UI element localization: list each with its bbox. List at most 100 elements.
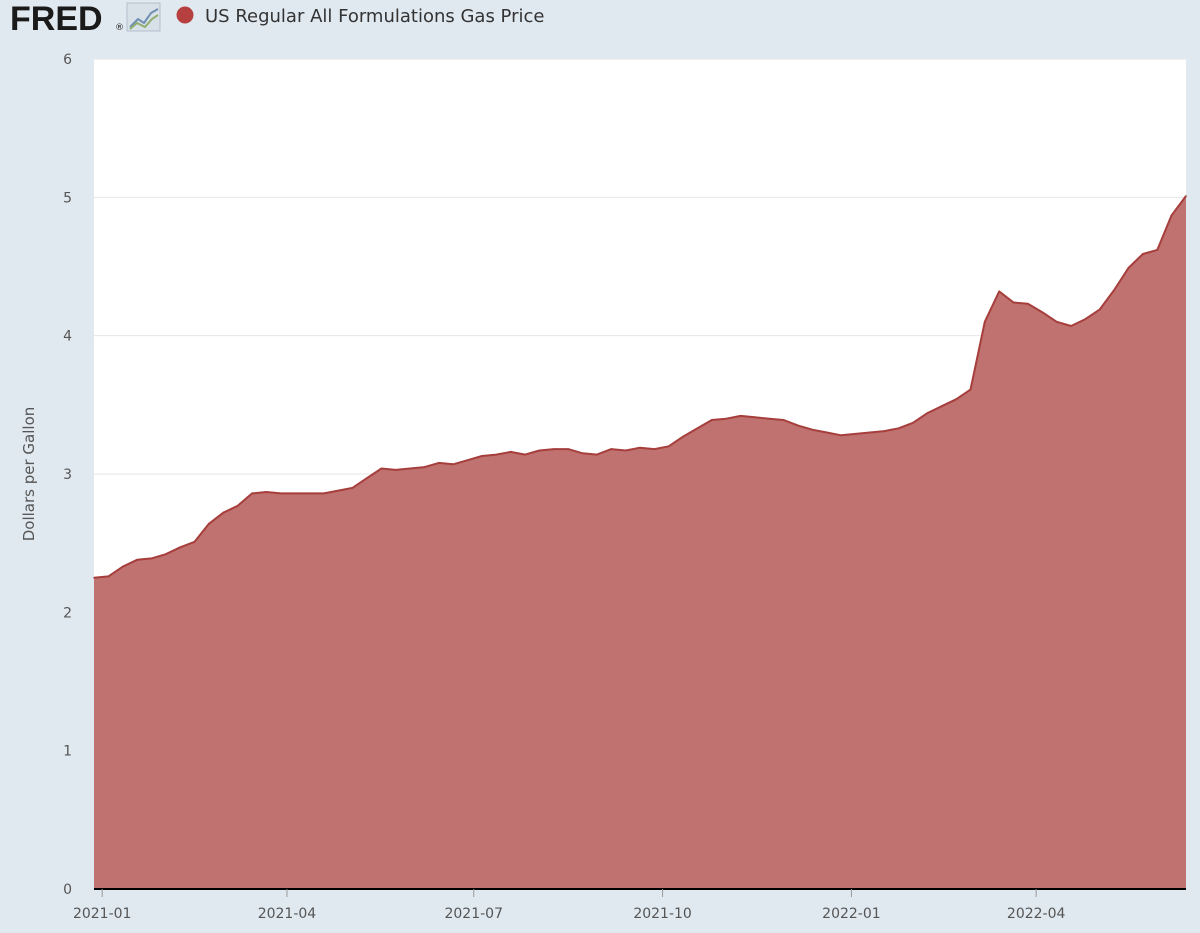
data-point bbox=[826, 431, 828, 434]
data-point bbox=[394, 469, 397, 471]
data-point bbox=[193, 541, 196, 543]
data-point bbox=[1070, 325, 1072, 327]
fred-logo[interactable]: FRED ® bbox=[10, 0, 161, 38]
axes bbox=[94, 888, 1186, 897]
data-point bbox=[667, 445, 670, 448]
data-point bbox=[538, 449, 541, 452]
data-point bbox=[840, 434, 842, 437]
data-point bbox=[466, 459, 469, 462]
data-point bbox=[1156, 249, 1159, 251]
data-point bbox=[1055, 321, 1058, 323]
x-tick-label: 2021-07 bbox=[444, 906, 503, 922]
data-point bbox=[337, 489, 340, 492]
data-point bbox=[236, 505, 239, 507]
data-point bbox=[912, 422, 914, 424]
data-point bbox=[265, 491, 268, 493]
data-point bbox=[883, 430, 886, 432]
data-point bbox=[768, 417, 771, 420]
y-axis-label: Dollars per Gallon bbox=[20, 407, 38, 542]
data-point bbox=[509, 451, 512, 453]
data-point bbox=[754, 416, 756, 419]
data-point bbox=[208, 523, 210, 525]
series-area bbox=[93, 195, 1187, 889]
data-point bbox=[869, 431, 871, 434]
y-tick-label: 0 bbox=[63, 882, 72, 898]
data-point bbox=[366, 477, 368, 479]
data-point bbox=[495, 453, 498, 456]
data-point bbox=[1027, 303, 1029, 305]
data-point bbox=[782, 419, 785, 421]
data-point bbox=[150, 557, 153, 560]
data-point bbox=[998, 290, 1000, 293]
data-point bbox=[351, 487, 354, 489]
data-point bbox=[380, 467, 383, 470]
data-point bbox=[165, 553, 167, 555]
data-point bbox=[524, 453, 526, 456]
data-point bbox=[251, 492, 253, 495]
fred-logo-text: FRED bbox=[10, 0, 103, 38]
data-point bbox=[280, 492, 282, 495]
data-point bbox=[596, 453, 598, 456]
data-point bbox=[624, 449, 627, 452]
series-fill bbox=[94, 196, 1186, 889]
registered-mark: ® bbox=[115, 23, 124, 33]
y-tick-label: 1 bbox=[63, 744, 72, 760]
data-point bbox=[1127, 267, 1130, 269]
data-point bbox=[567, 448, 569, 450]
data-point bbox=[955, 398, 957, 401]
data-point bbox=[1113, 289, 1115, 291]
data-point bbox=[452, 463, 455, 466]
data-point bbox=[1084, 318, 1087, 320]
data-point bbox=[438, 462, 440, 464]
y-tick-label: 4 bbox=[63, 329, 72, 345]
data-point bbox=[1099, 308, 1101, 311]
legend-marker bbox=[176, 6, 194, 24]
data-point bbox=[940, 405, 943, 408]
x-tick-label: 2022-04 bbox=[1007, 906, 1066, 922]
data-point bbox=[696, 427, 699, 430]
data-point bbox=[639, 446, 641, 449]
data-point bbox=[107, 575, 110, 578]
data-point bbox=[294, 492, 297, 495]
data-point bbox=[897, 427, 900, 430]
x-tick-label: 2022-01 bbox=[822, 906, 881, 922]
data-point bbox=[121, 565, 124, 568]
data-point bbox=[323, 492, 325, 495]
legend[interactable]: US Regular All Formulations Gas Price bbox=[176, 6, 545, 27]
data-point bbox=[811, 428, 814, 431]
data-point bbox=[1170, 214, 1173, 217]
data-point bbox=[682, 435, 684, 438]
data-point bbox=[481, 455, 483, 457]
x-tick-label: 2021-10 bbox=[633, 906, 692, 922]
data-point bbox=[222, 511, 225, 514]
legend-label: US Regular All Formulations Gas Price bbox=[205, 6, 544, 27]
data-point bbox=[423, 466, 426, 468]
data-point bbox=[984, 321, 986, 323]
data-point bbox=[1012, 301, 1015, 304]
data-point bbox=[797, 424, 799, 427]
data-point bbox=[1041, 311, 1044, 314]
x-tick-labels: 2021-01 2021-04 2021-07 2021-10 2022-01 2022-… bbox=[73, 906, 1066, 922]
x-tick-label: 2021-01 bbox=[73, 906, 132, 922]
data-point bbox=[1142, 253, 1144, 255]
data-point bbox=[725, 417, 727, 420]
data-point bbox=[179, 546, 181, 549]
data-point bbox=[308, 492, 311, 495]
data-point bbox=[854, 433, 857, 435]
x-tick-label: 2021-04 bbox=[258, 906, 317, 922]
data-point bbox=[610, 448, 613, 450]
line-chart-icon bbox=[126, 2, 161, 32]
y-tick-label: 2 bbox=[63, 605, 72, 621]
data-point bbox=[926, 412, 929, 414]
data-point bbox=[409, 467, 411, 470]
y-tick-label: 6 bbox=[63, 52, 72, 68]
data-point bbox=[93, 577, 95, 579]
data-point bbox=[136, 559, 138, 561]
data-point bbox=[581, 452, 584, 455]
data-point bbox=[553, 448, 555, 450]
data-point bbox=[969, 388, 972, 391]
data-point bbox=[739, 415, 742, 417]
y-tick-label: 5 bbox=[63, 190, 72, 206]
y-tick-labels: 0 1 2 3 4 5 6 bbox=[63, 52, 72, 898]
